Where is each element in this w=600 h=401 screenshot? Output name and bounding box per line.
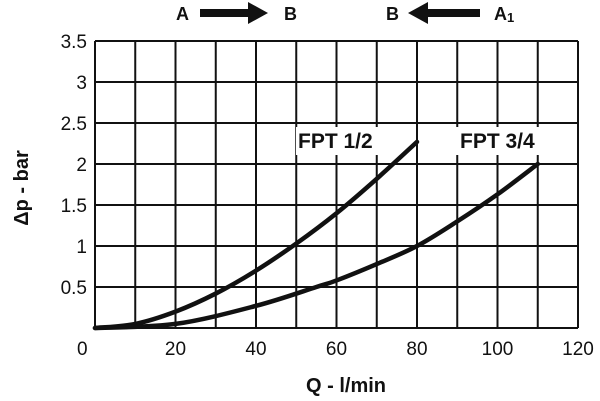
flow-to-label: B: [284, 4, 297, 24]
flow-from-label: A: [176, 4, 189, 24]
flow-direction-a-to-b: A B: [176, 2, 297, 24]
grid: [94, 40, 579, 329]
series-label-fpt-3-4: FPT 3/4: [460, 130, 535, 153]
x-tick-label: 120: [562, 339, 594, 360]
tick-labels: 0 20 40 60 80 100 120 0.5 1 1.5 2 2.5 3 3.5: [61, 32, 594, 360]
y-tick-label: 3: [76, 73, 87, 94]
y-tick-label: 3.5: [61, 32, 87, 53]
x-tick-label: 80: [406, 339, 427, 360]
series-label-fpt-1-2: FPT 1/2: [298, 130, 373, 153]
x-axis-label: Q - l/min: [306, 375, 386, 397]
flow-to-label: A1: [494, 4, 514, 25]
right-arrow-icon: [200, 2, 268, 24]
series-line-fpt-1-2: [92, 139, 420, 331]
x-tick-label: 100: [482, 339, 514, 360]
x-tick-label: 60: [326, 339, 347, 360]
y-axis-label: Δp - bar: [11, 150, 33, 226]
y-tick-label: 0.5: [61, 278, 87, 299]
series-label-bg-fpt-1-2: [296, 127, 382, 155]
flow-from-label: B: [386, 4, 399, 24]
y-tick-label: 2: [76, 155, 87, 176]
series-lines: [92, 139, 540, 331]
x-tick-label: 0: [77, 339, 88, 360]
x-tick-label: 40: [245, 339, 266, 360]
series-label-bg-fpt-3-4: [454, 127, 554, 155]
y-tick-label: 1: [76, 237, 87, 258]
x-tick-label: 20: [165, 339, 186, 360]
series-line-fpt-3-4: [92, 161, 540, 331]
y-tick-label: 2.5: [61, 114, 87, 135]
left-arrow-icon: [408, 2, 480, 24]
y-tick-label: 1.5: [61, 196, 87, 217]
flow-direction-b-to-a1: B A1: [386, 2, 514, 25]
